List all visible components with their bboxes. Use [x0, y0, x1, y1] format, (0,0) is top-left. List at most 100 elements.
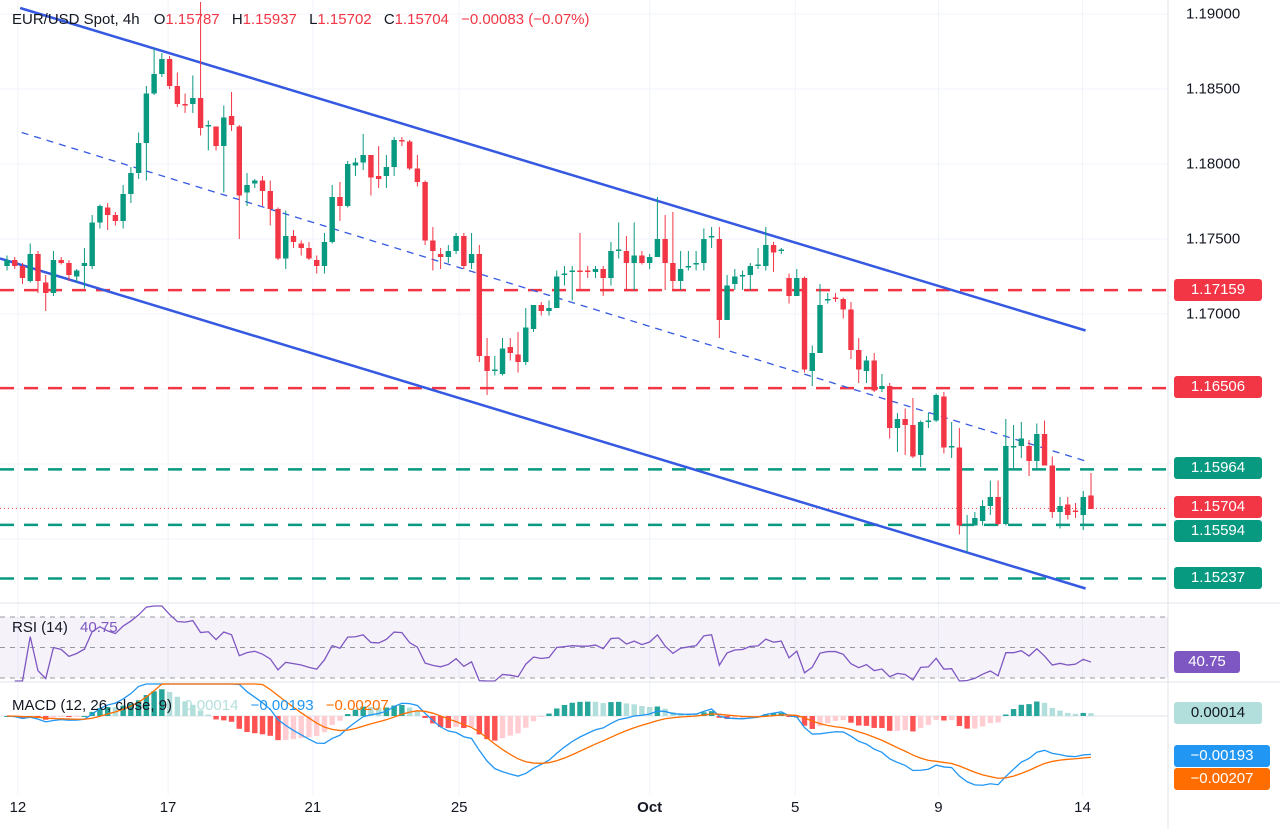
macd-histogram-bar [1065, 712, 1071, 716]
macd-histogram-bar [693, 714, 699, 716]
low-label: L [309, 11, 318, 28]
candle-body [623, 251, 630, 263]
macd-signal-value: −0.00207 [325, 697, 389, 714]
open-label: O [153, 11, 166, 28]
candle [747, 263, 754, 290]
candle [902, 408, 908, 455]
candle-body [654, 239, 661, 257]
macd-histogram-bar [221, 716, 227, 721]
candle-body [259, 180, 266, 191]
candle [1065, 497, 1071, 520]
macd-histogram-bar [104, 706, 111, 716]
candle-body [809, 353, 815, 371]
candle [569, 266, 575, 301]
candle [1049, 456, 1055, 518]
candle [4, 255, 10, 271]
macd-histogram-bar [492, 716, 498, 741]
candle-body [856, 350, 862, 370]
macd-histogram-bar [120, 705, 126, 716]
candle-body [1003, 446, 1009, 524]
macd-histogram-bar [577, 701, 583, 716]
macd-histogram-bar [290, 716, 297, 740]
macd-histogram-bar [995, 716, 1001, 723]
candle [445, 245, 452, 263]
candle [956, 428, 963, 535]
macd-histogram-bar [786, 716, 792, 717]
candle [174, 72, 181, 107]
candle [515, 332, 521, 373]
candle-body [910, 425, 916, 457]
candle-body [747, 266, 754, 275]
macd-histogram-bar [546, 713, 552, 716]
candle-body [755, 264, 761, 266]
rsi-title: RSI (14) [12, 619, 68, 636]
candle-body [422, 182, 428, 241]
candle [375, 146, 382, 188]
close-label: C [383, 11, 395, 28]
candle [995, 480, 1001, 526]
candle [1018, 422, 1025, 458]
macd-histogram-bar [159, 689, 165, 716]
candle [677, 251, 684, 290]
candle-body [615, 249, 622, 251]
candle [151, 48, 157, 95]
candle [770, 242, 777, 272]
candle [391, 137, 397, 176]
candle [662, 215, 668, 290]
rsi-legend[interactable]: RSI (14) 40.75 [12, 619, 126, 636]
rsi-axis-label: 40.75 [1174, 651, 1240, 673]
macd-histogram-bar [190, 704, 196, 716]
macd-histogram-bar [66, 716, 72, 718]
candle [1088, 473, 1094, 509]
candle [561, 266, 568, 286]
candle-body [507, 347, 513, 353]
candle [112, 212, 119, 226]
candle-body [236, 126, 242, 196]
candle [1003, 419, 1009, 526]
candle [66, 260, 72, 281]
macd-histogram-bar [515, 716, 521, 734]
candle-body [197, 98, 204, 128]
price-tick: 1.18000 [1186, 155, 1241, 173]
candle [530, 305, 537, 332]
macd-histogram-bar [143, 694, 150, 716]
candle-body [995, 497, 1001, 524]
candle-body [832, 297, 839, 299]
level-label-support-2: 1.15594 [1174, 520, 1262, 542]
channel-lines[interactable] [0, 6, 1086, 590]
candle-body [964, 524, 970, 526]
candle-body [4, 260, 10, 266]
candle-body [329, 197, 335, 242]
candle [461, 233, 467, 269]
candle [492, 356, 498, 376]
time-tick: 17 [159, 799, 177, 816]
low-value: 1.15702 [317, 11, 372, 28]
candle-body [344, 164, 351, 206]
candle-body [112, 215, 119, 221]
macd-signal-line [6, 683, 1092, 779]
macd-histogram-bar [81, 715, 88, 717]
macd-histogram-bar [252, 716, 258, 734]
candle [979, 500, 986, 526]
macd-histogram-bar [662, 708, 668, 716]
candle [135, 132, 142, 179]
candle [507, 338, 513, 361]
candle-body [283, 236, 289, 259]
candle [267, 180, 273, 226]
candle-body [244, 185, 250, 193]
macd-histogram-bar [894, 716, 901, 731]
candle [128, 167, 134, 203]
macd-histogram-bar [600, 703, 606, 716]
macd-legend[interactable]: MACD (12, 26, close, 9) 0.00014 −0.00193… [12, 697, 397, 714]
candle [886, 383, 893, 439]
candle [1080, 491, 1086, 530]
candle [1034, 423, 1040, 469]
candle [35, 251, 41, 293]
candle [871, 353, 877, 392]
channel-lower-line [0, 257, 1086, 590]
macd-histogram-bar [430, 716, 436, 724]
candle [972, 512, 978, 526]
time-tick: 14 [1074, 799, 1091, 816]
macd-histogram-bar [1041, 702, 1048, 716]
